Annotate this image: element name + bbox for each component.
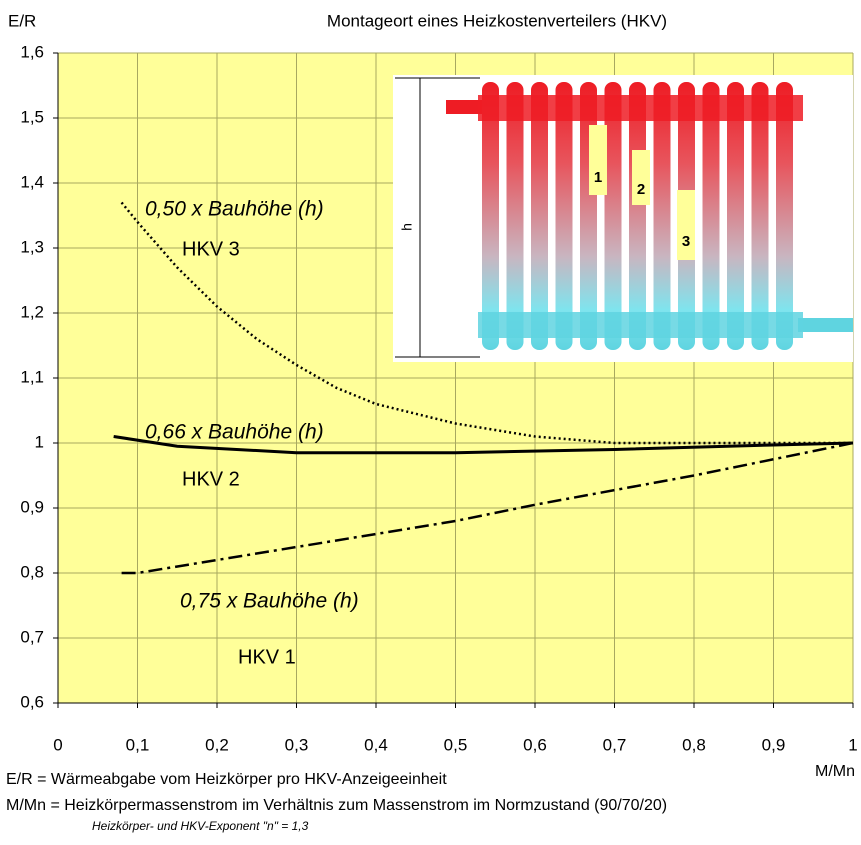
x-axis-label: M/Mn — [815, 763, 855, 780]
annotation: 0,75 x Bauhöhe (h) — [180, 590, 359, 613]
footnote: E/R = Wärmeabgabe vom Heizkörper pro HKV… — [6, 771, 447, 788]
inset-label: 3 — [682, 233, 690, 250]
y-tick-label: 0,8 — [20, 562, 44, 581]
annotation: 0,66 x Bauhöhe (h) — [145, 421, 324, 444]
x-tick-label: 0,8 — [682, 735, 706, 754]
inset-label: 2 — [637, 181, 645, 198]
footnote: M/Mn = Heizkörpermassenstrom im Verhältn… — [6, 797, 667, 814]
y-axis-label: E/R — [8, 11, 36, 30]
radiator-inset: h 1 2 3 — [393, 75, 853, 362]
x-tick-label: 0,9 — [762, 735, 786, 754]
x-tick-label: 0,1 — [126, 735, 150, 754]
radiator-column — [482, 82, 499, 350]
x-tick-label: 0,3 — [285, 735, 309, 754]
y-tick-label: 1,2 — [20, 302, 44, 321]
y-tick-label: 1,3 — [20, 237, 44, 256]
x-tick-label: 0,6 — [523, 735, 547, 754]
x-tick-label: 0,5 — [444, 735, 468, 754]
radiator-column — [776, 82, 793, 350]
inset-label: 1 — [594, 169, 602, 186]
series-line — [121, 441, 854, 575]
y-tick-label: 1 — [35, 432, 44, 451]
radiator-column — [751, 82, 769, 350]
y-tick-label: 1,4 — [20, 172, 44, 191]
radiator-column — [580, 82, 597, 350]
radiator-column — [653, 82, 671, 350]
x-tick-label: 0,2 — [205, 735, 229, 754]
x-tick-label: 0,7 — [603, 735, 627, 754]
radiator-column — [531, 82, 548, 350]
x-tick-label: 0,4 — [364, 735, 388, 754]
radiator-column — [506, 82, 524, 350]
series-label: HKV 3 — [182, 238, 240, 260]
y-tick-label: 1,5 — [20, 107, 44, 126]
y-tick-label: 1,6 — [20, 42, 44, 61]
x-tick-label: 1 — [848, 735, 857, 754]
radiator-column — [629, 82, 646, 350]
series-label: HKV 1 — [238, 646, 296, 668]
y-tick-label: 1,1 — [20, 367, 44, 386]
radiator-column — [604, 82, 622, 350]
radiator-column — [727, 82, 744, 350]
y-tick-label: 0,7 — [20, 627, 44, 646]
series-label: HKV 2 — [182, 468, 240, 490]
y-tick-label: 0,9 — [20, 497, 44, 516]
x-tick-label: 0 — [53, 735, 62, 754]
inset-label: h — [399, 223, 415, 231]
annotation: 0,50 x Bauhöhe (h) — [145, 198, 324, 221]
chart-title: Montageort eines Heizkostenverteilers (H… — [327, 11, 667, 30]
radiator-column — [702, 82, 720, 350]
radiator-column — [555, 82, 573, 350]
y-tick-label: 0,6 — [20, 692, 44, 711]
series-line — [120, 201, 853, 445]
series-line — [113, 435, 854, 455]
footnote: Heizkörper- und HKV-Exponent "n" = 1,3 — [92, 819, 309, 833]
